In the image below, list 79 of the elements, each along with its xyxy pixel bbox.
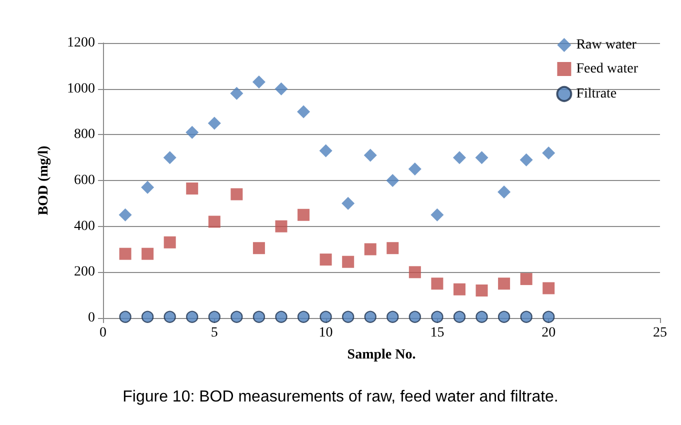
point: [342, 256, 354, 268]
point: [476, 284, 488, 296]
point: [186, 126, 199, 139]
point: [319, 144, 332, 158]
point: [186, 182, 198, 195]
point: [208, 310, 220, 323]
point: [297, 310, 310, 323]
point: [230, 86, 244, 100]
point: [164, 310, 176, 323]
point: [520, 273, 532, 286]
point: [430, 208, 444, 222]
point: [275, 220, 288, 232]
point: [298, 208, 310, 221]
x-tick-label: 0: [100, 326, 106, 340]
point: [386, 174, 400, 187]
y-axis-title: BOD (mg/l): [36, 145, 52, 216]
point: [119, 310, 132, 323]
point: [364, 243, 376, 256]
y-tick-label: 0: [88, 310, 95, 326]
point: [320, 310, 332, 323]
point: [542, 282, 555, 294]
point: [274, 82, 288, 96]
y-tick-label: 1000: [67, 81, 95, 96]
y-tick-label: 200: [74, 264, 95, 280]
point: [164, 236, 176, 248]
point: [163, 151, 176, 164]
point: [408, 162, 422, 176]
legend-label: Raw water: [576, 38, 637, 52]
point: [476, 310, 488, 323]
point: [342, 196, 355, 210]
point: [431, 310, 444, 323]
point: [230, 188, 243, 200]
legend-label: Feed water: [576, 62, 638, 76]
x-axis-title: Sample No.: [347, 348, 416, 362]
point: [297, 105, 310, 118]
point: [320, 254, 332, 266]
point: [475, 151, 488, 164]
point: [208, 116, 221, 130]
y-tick-label: 1200: [67, 36, 95, 50]
x-tick-label: 20: [542, 326, 556, 340]
point: [542, 310, 555, 323]
x-tick-label: 10: [318, 326, 333, 340]
y-tick-label: 600: [74, 173, 95, 188]
point: [408, 310, 422, 323]
legend-label: Filtrate: [576, 86, 617, 102]
point: [119, 248, 132, 260]
point: [364, 310, 376, 323]
point: [520, 153, 533, 166]
point: [275, 310, 288, 323]
y-tick-label: 400: [74, 218, 95, 234]
point: [252, 310, 266, 323]
point: [520, 310, 532, 323]
point: [431, 278, 444, 290]
caption: Figure 10: BOD measurements of raw, feed water and filtrate.: [122, 388, 558, 406]
point: [208, 216, 220, 228]
point: [342, 310, 354, 323]
point: [186, 310, 198, 323]
point: [230, 310, 243, 323]
point: [364, 148, 377, 162]
point: [252, 75, 266, 88]
point: [408, 266, 421, 278]
point: [252, 242, 265, 254]
x-tick-label: 25: [653, 326, 667, 340]
point: [118, 208, 132, 222]
point: [452, 151, 466, 164]
point: [498, 185, 511, 198]
point: [141, 310, 154, 323]
x-tick-label: 15: [430, 326, 444, 340]
y-tick-label: 800: [74, 127, 95, 142]
point: [386, 310, 399, 323]
point: [542, 146, 556, 160]
point: [498, 278, 510, 290]
point: [453, 310, 466, 323]
point: [386, 242, 399, 254]
point: [142, 248, 154, 260]
point: [453, 283, 466, 296]
point: [141, 180, 154, 194]
point: [498, 310, 510, 323]
x-tick-label: 5: [210, 326, 218, 340]
